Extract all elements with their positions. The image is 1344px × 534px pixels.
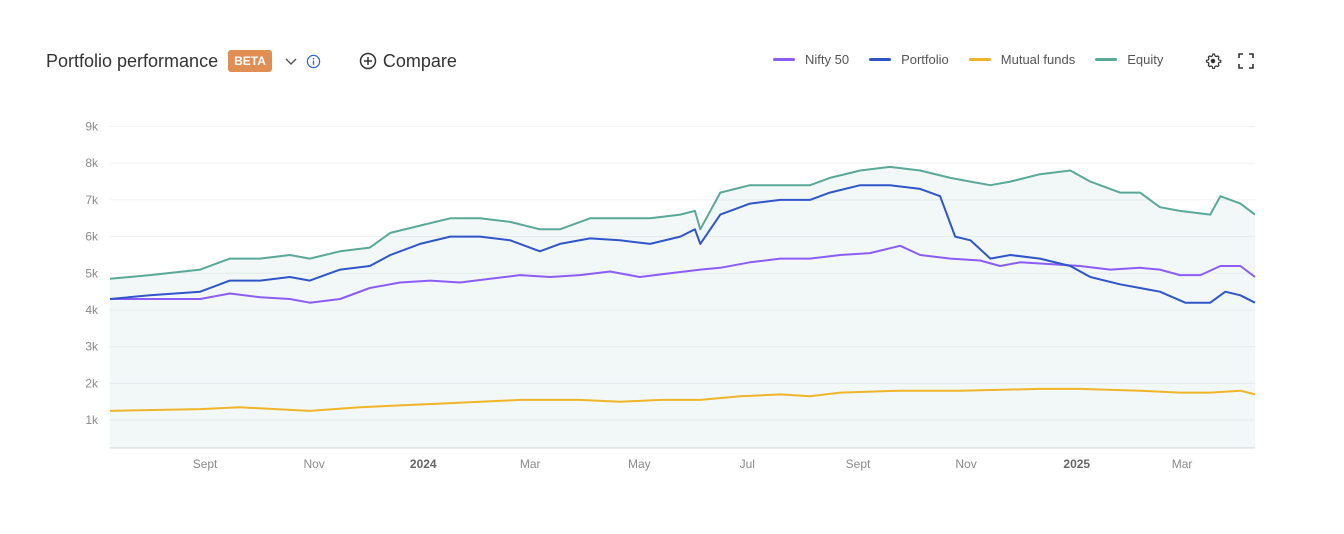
x-tick-label: May	[628, 457, 651, 471]
x-tick-label: 2024	[410, 457, 437, 471]
legend-swatch	[773, 58, 795, 61]
legend-item-nifty-50[interactable]: Nifty 50	[773, 52, 849, 67]
chevron-down-icon[interactable]	[284, 54, 298, 68]
page-title: Portfolio performance	[46, 50, 219, 71]
y-tick-label: 4k	[85, 303, 99, 317]
compare-label: Compare	[382, 50, 457, 71]
gear-icon[interactable]	[1204, 52, 1222, 70]
x-tick-label: Jul	[740, 457, 755, 471]
compare-button[interactable]: Compare	[359, 51, 457, 72]
legend-label: Nifty 50	[805, 52, 850, 67]
x-tick-label: Sept	[846, 457, 871, 471]
beta-badge: BETA	[228, 50, 272, 72]
legend-item-portfolio[interactable]: Portfolio	[869, 52, 949, 67]
x-tick-label: Nov	[303, 457, 324, 471]
x-tick-label: 2025	[1063, 457, 1090, 471]
y-tick-label: 7k	[85, 193, 99, 207]
x-tick-label: Mar	[1172, 457, 1193, 471]
y-tick-label: 6k	[85, 230, 99, 244]
legend-label: Mutual funds	[1000, 52, 1076, 67]
fullscreen-icon[interactable]	[1238, 53, 1254, 69]
x-tick-label: Sept	[193, 457, 218, 471]
y-tick-label: 5k	[85, 266, 99, 280]
y-tick-label: 9k	[85, 120, 99, 134]
legend-label: Equity	[1127, 52, 1164, 67]
plus-circle-icon	[359, 52, 377, 70]
legend-item-equity[interactable]: Equity	[1095, 52, 1163, 67]
legend-label: Portfolio	[901, 52, 949, 67]
series-line-mutual-funds	[109, 387, 1256, 412]
legend-item-mutual-funds[interactable]: Mutual funds	[968, 52, 1076, 67]
y-tick-label: 2k	[85, 376, 99, 390]
legend-swatch	[968, 58, 991, 61]
x-tick-label: Mar	[520, 457, 541, 471]
area-equity	[110, 166, 1255, 448]
y-tick-label: 3k	[85, 340, 99, 354]
chart-legend: Nifty 50 Portfolio Mutual funds Equity	[773, 52, 1183, 67]
series-line-nifty-50	[110, 244, 1256, 304]
series-line-equity	[109, 165, 1256, 280]
info-icon[interactable]	[306, 54, 321, 69]
legend-swatch	[1095, 58, 1118, 61]
y-tick-label: 1k	[85, 413, 99, 427]
legend-swatch	[869, 58, 892, 61]
chart-header: Portfolio performance BETA Compare	[46, 48, 457, 74]
y-tick-label: 8k	[85, 156, 99, 170]
x-tick-label: Nov	[955, 457, 976, 471]
series-line-portfolio	[109, 184, 1256, 304]
